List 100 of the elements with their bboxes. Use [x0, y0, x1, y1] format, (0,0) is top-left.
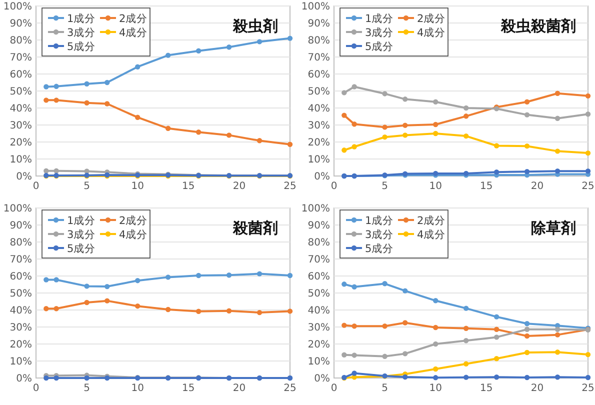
y-tick-label: 40% [308, 306, 330, 316]
y-tick-label: 30% [10, 120, 32, 132]
point [554, 148, 560, 154]
legend-label: 5成分 [67, 40, 96, 53]
point [44, 277, 49, 282]
point [256, 138, 262, 144]
x-tick-label: 5 [84, 181, 90, 192]
point [433, 99, 438, 104]
point [165, 52, 171, 58]
point [554, 350, 560, 355]
point [135, 64, 140, 70]
point [44, 98, 49, 103]
x-tick-label: 20 [232, 181, 246, 192]
point [54, 277, 59, 282]
legend-label: 4成分 [119, 228, 148, 241]
point [554, 374, 560, 380]
point [352, 324, 357, 329]
legend-label: 5成分 [67, 242, 96, 255]
point [382, 91, 388, 96]
x-tick-label: 10 [131, 181, 144, 192]
y-tick-label: 20% [10, 340, 32, 350]
point [104, 101, 110, 106]
x-tick-label: 5 [382, 383, 388, 394]
point [287, 142, 293, 147]
point [494, 356, 500, 362]
y-tick-label: 90% [308, 18, 330, 30]
point [554, 326, 560, 332]
point [256, 310, 262, 316]
point [433, 122, 438, 128]
point [196, 308, 202, 314]
y-tick-label: 30% [308, 322, 330, 334]
x-tick-label: 0 [330, 383, 338, 394]
legend-label: 4成分 [417, 26, 446, 39]
point [44, 306, 49, 312]
point [226, 272, 232, 278]
x-tick-label: 25 [582, 383, 594, 394]
legend-label: 3成分 [365, 228, 394, 241]
y-tick-label: 50% [10, 288, 32, 300]
point [382, 354, 388, 360]
point [554, 90, 560, 96]
point [104, 284, 110, 290]
point [54, 84, 59, 90]
x-tick-label: 0 [32, 383, 40, 394]
point [196, 130, 202, 135]
point [433, 130, 438, 136]
point [463, 338, 469, 344]
point [342, 148, 347, 153]
legend-label: 1成分 [67, 12, 96, 25]
legend-label: 2成分 [417, 214, 446, 227]
point [352, 144, 357, 150]
point [342, 90, 347, 96]
point [463, 374, 469, 380]
y-tick-label: 50% [308, 288, 330, 300]
y-tick-label: 100% [301, 2, 330, 12]
y-tick-label: 100% [3, 2, 32, 12]
point [84, 81, 90, 86]
point [494, 143, 500, 148]
y-tick-label: 10% [308, 356, 330, 368]
x-tick-label: 5 [382, 181, 388, 192]
point [554, 332, 560, 338]
x-tick-label: 15 [480, 383, 493, 394]
x-tick-label: 20 [530, 383, 544, 394]
y-tick-label: 70% [10, 52, 32, 64]
legend-label: 3成分 [67, 228, 96, 241]
y-tick-label: 0% [16, 374, 32, 384]
point [84, 375, 90, 381]
y-tick-label: 80% [308, 36, 330, 46]
point [494, 374, 500, 380]
y-tick-label: 90% [308, 220, 330, 232]
y-tick-label: 20% [308, 138, 330, 148]
legend-label: 4成分 [417, 228, 446, 241]
x-tick-label: 20 [530, 181, 544, 192]
x-tick-label: 15 [480, 181, 493, 192]
point [84, 300, 90, 306]
point [585, 150, 591, 156]
y-tick-label: 0% [314, 374, 330, 384]
point [494, 169, 500, 175]
point [524, 99, 530, 104]
y-tick-label: 10% [10, 356, 32, 368]
legend-label: 1成分 [365, 12, 394, 25]
point [463, 361, 469, 366]
point [352, 352, 357, 358]
point [44, 84, 49, 90]
point [165, 274, 171, 280]
y-tick-label: 0% [16, 172, 32, 182]
legend-label: 2成分 [119, 214, 148, 227]
y-tick-label: 0% [314, 172, 330, 182]
y-tick-label: 60% [10, 70, 32, 80]
y-tick-label: 20% [10, 138, 32, 148]
point [494, 314, 500, 320]
point [463, 326, 469, 331]
point [135, 278, 140, 284]
point [352, 122, 357, 127]
y-tick-label: 80% [10, 36, 32, 46]
point [585, 168, 591, 174]
point [84, 100, 90, 106]
point [524, 321, 530, 326]
point [524, 326, 530, 332]
point [342, 112, 347, 118]
text: 殺虫殺菌剤 [500, 17, 576, 35]
